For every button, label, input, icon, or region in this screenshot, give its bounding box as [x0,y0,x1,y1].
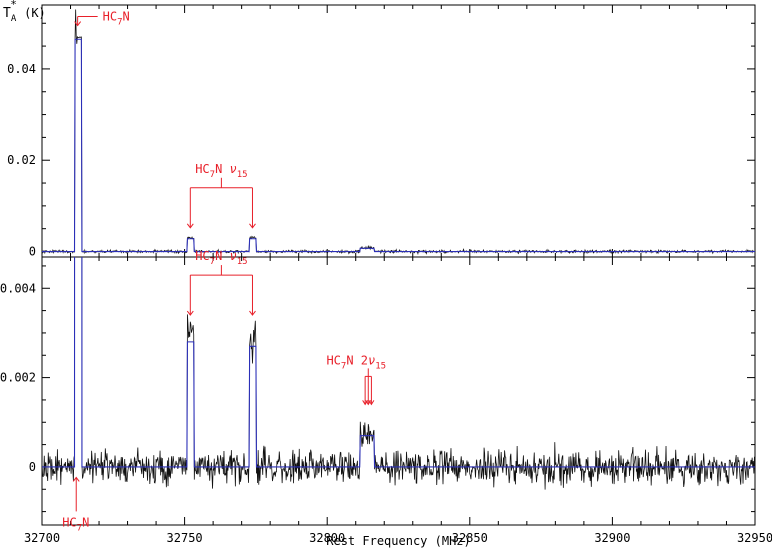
bottom-x-tick-label: 32950 [737,531,772,545]
x-axis-title: Rest Frequency (MHz) [326,534,471,548]
top-annotation-1-arrowhead [186,223,194,229]
top-annotation-1-arrowhead [249,223,256,229]
bottom-x-tick-label: 32750 [167,531,203,545]
bottom-x-tick-label: 32850 [452,531,488,545]
top-model-spectrum [42,38,755,253]
bottom-annotation-0-label: HC7N ν15 [195,249,247,267]
bottom-observed-spectrum [42,257,755,490]
top-y-tick-label: 0 [29,245,36,259]
bottom-x-tick-label: 32900 [594,531,630,545]
top-annotation-0-arrowhead [74,21,82,27]
bottom-annotation-2-label: HC7N [62,515,89,533]
bottom-model-spectrum [42,257,755,468]
bottom-series-group [42,257,755,490]
top-annotation-0-label: HC7N [103,10,130,28]
bottom-annotation-1-arrowhead [368,400,375,406]
spectra [42,9,755,490]
bottom-panel-frame [41,256,756,526]
bottom-y-tick-label: 0 [29,460,36,474]
y-axis-title: TA* (K) [3,0,46,24]
top-observed-spectrum [42,9,755,256]
bottom-y-tick-label: 0.002 [0,371,36,385]
tick-marks [41,5,756,525]
bottom-annotation-2-arrowhead [72,476,80,482]
line-annotations: HC7N HC7N ν15 HC7N ν15 HC7N 2ν15 HC7N [62,10,386,534]
bottom-annotation-0-arrowhead [186,310,194,316]
bottom-x-tick-label: 32700 [24,531,60,545]
bottom-y-tick-label: 0.004 [0,281,36,295]
top-series-group [42,9,755,256]
panel-frames [41,4,756,526]
top-y-tick-label: 0.04 [7,62,36,76]
bottom-annotation-1-label: HC7N 2ν15 [326,353,386,371]
top-annotation-1-label: HC7N ν15 [195,162,247,180]
top-panel-frame [41,4,756,258]
bottom-annotation-0-arrowhead [249,310,256,316]
bottom-x-tick-label: 32800 [309,531,345,545]
top-y-tick-label: 0.02 [7,153,36,167]
